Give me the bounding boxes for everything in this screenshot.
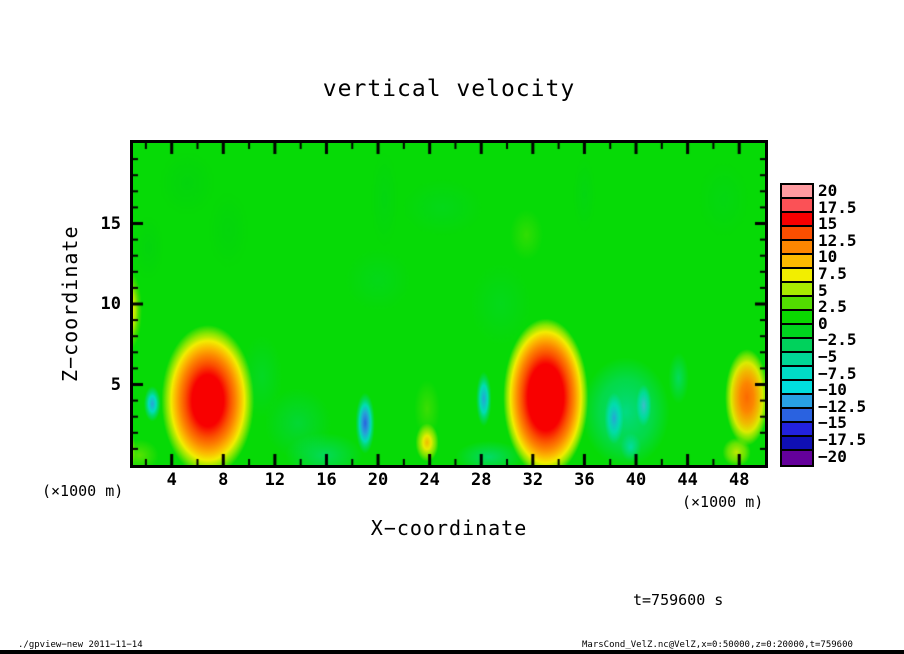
z-tick-label: 15 <box>100 213 121 234</box>
colorbar-cell <box>782 381 812 395</box>
colorbar-cell <box>782 227 812 241</box>
x-tick-label: 48 <box>728 470 750 490</box>
colorbar-label: 12.5 <box>818 230 857 250</box>
x-tick-label: 28 <box>470 470 492 490</box>
z-axis-title: Z−coordinate <box>58 225 82 383</box>
x-tick-label: 40 <box>625 470 647 490</box>
colorbar-label: 20 <box>818 181 838 200</box>
colorbar-cell <box>782 213 812 227</box>
colorbar-cell <box>782 367 812 381</box>
x-tick-label: 4 <box>166 470 177 490</box>
colorbar-cell <box>782 199 812 213</box>
colorbar-label: 7.5 <box>818 264 847 283</box>
colorbar-cell <box>782 339 812 353</box>
colorbar-cell <box>782 395 812 409</box>
colorbar-cell <box>782 451 812 465</box>
colorbar-cell <box>782 269 812 283</box>
colorbar-label: 17.5 <box>818 197 857 217</box>
colorbar-cell <box>782 297 812 311</box>
x-axis-unit-right: (×1000 m) <box>682 493 764 511</box>
colorbar-label: 10 <box>818 247 838 267</box>
colorbar-cell <box>782 423 812 437</box>
colorbar-label: 15 <box>818 214 838 234</box>
footer-variable-text: MarsCond_VelZ.nc@VelZ,x=0:50000,z=0:2000… <box>582 640 853 650</box>
colorbar-cell <box>782 255 812 269</box>
z-tick-label: 5 <box>110 374 121 395</box>
x-tick-label: 20 <box>367 470 389 490</box>
colorbar-label: 5 <box>818 280 828 300</box>
colorbar-label: 0 <box>818 313 828 333</box>
bottom-divider-bar <box>0 650 904 654</box>
colorbar-label: −17.5 <box>818 430 867 449</box>
colorbar-label: −7.5 <box>818 363 857 383</box>
colorbar-cell <box>782 283 812 297</box>
colorbar-label: −2.5 <box>818 330 857 350</box>
x-tick-label: 8 <box>218 470 229 490</box>
colorbar-label: −20 <box>818 446 847 466</box>
colorbar-label: −15 <box>818 413 847 433</box>
colorbar-cell <box>782 311 812 325</box>
colorbar-cell <box>782 409 812 423</box>
x-tick-label: 24 <box>419 470 440 490</box>
colorbar-label: −10 <box>818 380 847 400</box>
x-tick-label: 16 <box>316 470 337 490</box>
x-axis-unit-left: (×1000 m) <box>42 482 124 500</box>
x-axis-title: X−coordinate <box>370 516 528 540</box>
colorbar-cell <box>782 325 812 339</box>
x-tick-label: 32 <box>522 470 544 490</box>
colorbar-cell <box>782 241 812 255</box>
heatmap-canvas <box>133 143 765 465</box>
colorbar-label: −12.5 <box>818 396 867 416</box>
time-annotation: t=759600 s <box>633 591 724 609</box>
x-tick-label: 44 <box>677 470 698 490</box>
z-tick-label: 10 <box>100 294 121 314</box>
x-tick-label: 12 <box>264 470 286 490</box>
colorbar-label: 2.5 <box>818 297 847 317</box>
colorbar-cell <box>782 437 812 451</box>
colorbar-cell <box>782 353 812 367</box>
colorbar-cell <box>782 185 812 199</box>
colorbar <box>780 183 814 467</box>
colorbar-label: −5 <box>818 347 838 366</box>
plot-frame <box>130 140 768 468</box>
footer-command-text: ./gpview−new 2011−11−14 <box>18 640 143 650</box>
plot-title: vertical velocity <box>322 76 576 102</box>
x-tick-label: 36 <box>574 470 595 490</box>
